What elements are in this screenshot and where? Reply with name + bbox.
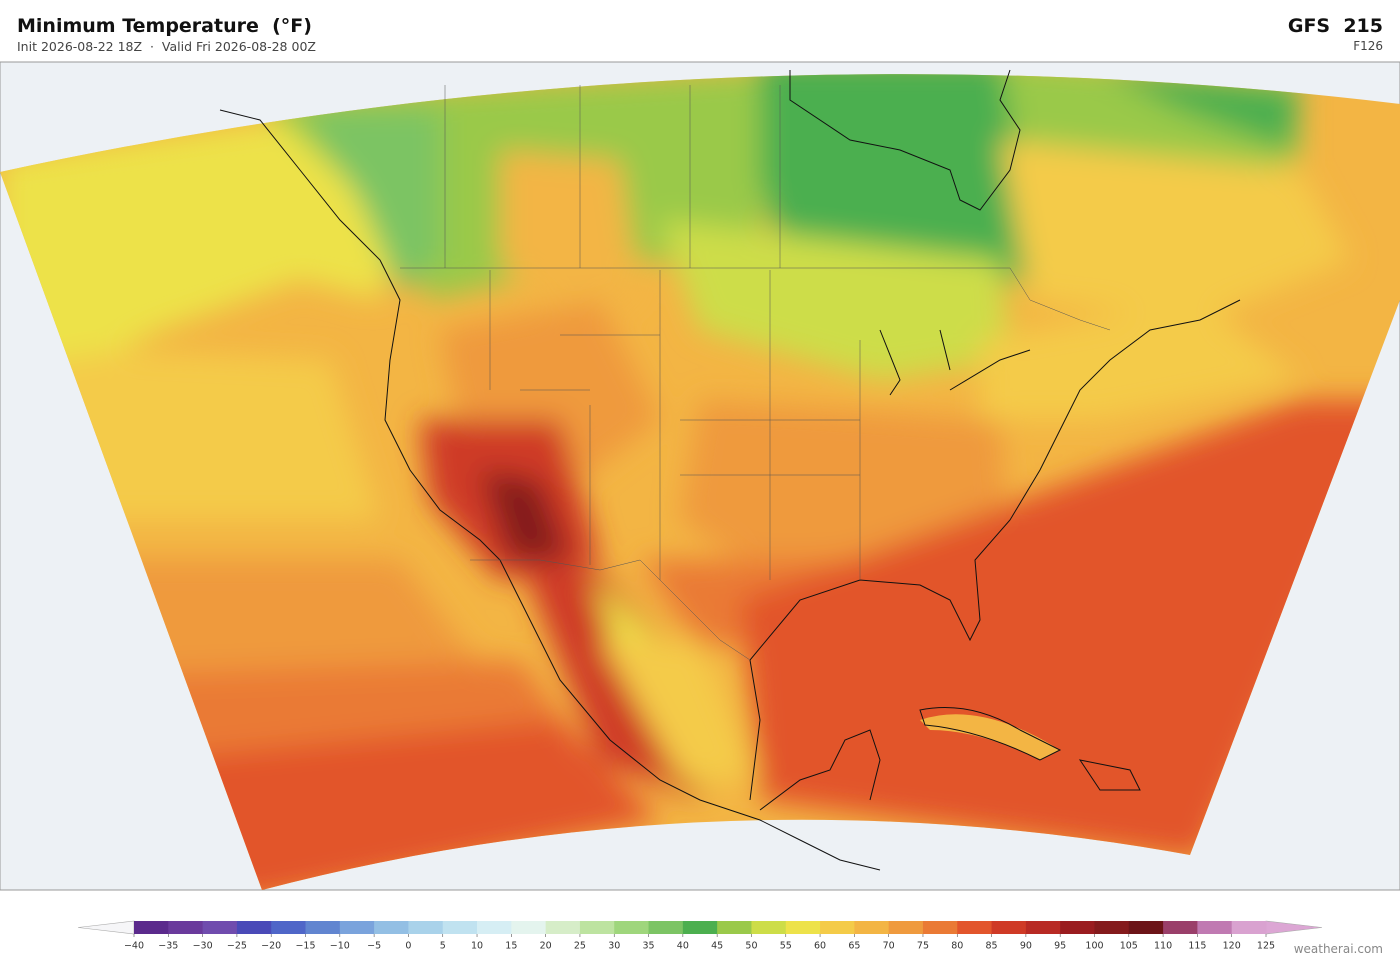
colorbar-segment: [442, 921, 478, 934]
map-title: Minimum Temperature (°F): [17, 15, 312, 37]
colorbar-segment: [339, 921, 375, 934]
colorbar-under: [77, 920, 135, 935]
colorbar-tick-label: 25: [574, 941, 586, 952]
colorbar-segment: [477, 921, 512, 934]
colorbar-tick-label: 20: [540, 941, 552, 952]
colorbar-segment: [545, 921, 581, 934]
coastlines: [219, 69, 1241, 871]
colorbar-segment: [408, 921, 444, 934]
colorbar-tick-label: 105: [1120, 941, 1138, 952]
colorbar-tick-label: −30: [193, 941, 213, 952]
colorbar-tick-label: 75: [917, 941, 929, 952]
colorbar-tick-label: 30: [608, 941, 620, 952]
colorbar-tick-label: 40: [677, 941, 689, 952]
colorbar-segment: [134, 921, 169, 934]
colorbar-segment: [1060, 921, 1095, 934]
colorbar-segment: [922, 921, 958, 934]
colorbar-tick-label: −25: [227, 941, 247, 952]
colorbar-tick-label: −10: [330, 941, 350, 952]
colorbar-tick-label: 95: [1054, 941, 1066, 952]
colorbar-tick-label: 45: [711, 941, 723, 952]
colorbar-segment: [957, 921, 993, 934]
borders: [400, 85, 1111, 661]
colorbar-tick-label: 50: [745, 941, 757, 952]
colorbar-segment: [1231, 921, 1267, 934]
colorbar-segment: [1197, 921, 1233, 934]
colorbar-tick-label: 55: [780, 941, 792, 952]
colorbar-segment: [1163, 921, 1198, 934]
colorbar-segment: [236, 921, 272, 934]
colorbar-segment: [717, 921, 752, 934]
colorbar-tick-label: 125: [1257, 941, 1275, 952]
colorbar-segment: [648, 921, 684, 934]
model-label: GFS 215: [1287, 15, 1383, 37]
colorbar-tick-label: −15: [295, 941, 315, 952]
temperature-field: [0, 74, 1400, 891]
colorbar-segment: [1128, 921, 1164, 934]
colorbar-tick-label: 0: [405, 941, 411, 952]
colorbar-segment: [202, 921, 238, 934]
colorbar-tick-label: 90: [1020, 941, 1032, 952]
colorbar-segment: [854, 921, 890, 934]
credit: weatherai.com: [1293, 942, 1383, 956]
map-subtitle: Init 2026-08-22 18Z · Valid Fri 2026-08-…: [17, 39, 316, 54]
colorbar-segment: [511, 921, 547, 934]
colorbar-segment: [271, 921, 307, 934]
colorbar-tick-label: 115: [1188, 941, 1206, 952]
colorbar-segment: [682, 921, 718, 934]
colorbar-segment: [991, 921, 1027, 934]
colorbar-segment: [888, 921, 924, 934]
colorbar-tick-label: −20: [261, 941, 281, 952]
colorbar-segment: [168, 921, 204, 934]
colorbar-segment: [374, 921, 409, 934]
forecast-hour: F126: [1353, 39, 1383, 53]
colorbar-tick-label: −5: [367, 941, 381, 952]
colorbar-tick-label: −40: [124, 941, 144, 952]
colorbar-segment: [820, 921, 855, 934]
colorbar-tick-label: 5: [440, 941, 446, 952]
colorbar-tick-label: 60: [814, 941, 826, 952]
colorbar-tick-label: 85: [986, 941, 998, 952]
colorbar-tick-label: 35: [642, 941, 654, 952]
colorbar-tick-label: 65: [848, 941, 860, 952]
colorbar-tick-label: 120: [1223, 941, 1241, 952]
colorbar-tick-label: 10: [471, 941, 483, 952]
colorbar-over: [1265, 920, 1323, 935]
colorbar-tick-label: 110: [1154, 941, 1172, 952]
colorbar-tick-label: 100: [1085, 941, 1103, 952]
colorbar-segment: [1025, 921, 1061, 934]
colorbar-tick-label: 15: [505, 941, 517, 952]
colorbar-tick-label: 70: [883, 941, 895, 952]
colorbar-segment: [785, 921, 821, 934]
colorbar-tick-label: 80: [951, 941, 963, 952]
colorbar-segment: [305, 921, 341, 934]
colorbar-tick-label: −35: [158, 941, 178, 952]
colorbar-segment: [1094, 921, 1130, 934]
colorbar-segment: [579, 921, 615, 934]
colorbar-segment: [751, 921, 787, 934]
colorbar-segment: [614, 921, 650, 934]
